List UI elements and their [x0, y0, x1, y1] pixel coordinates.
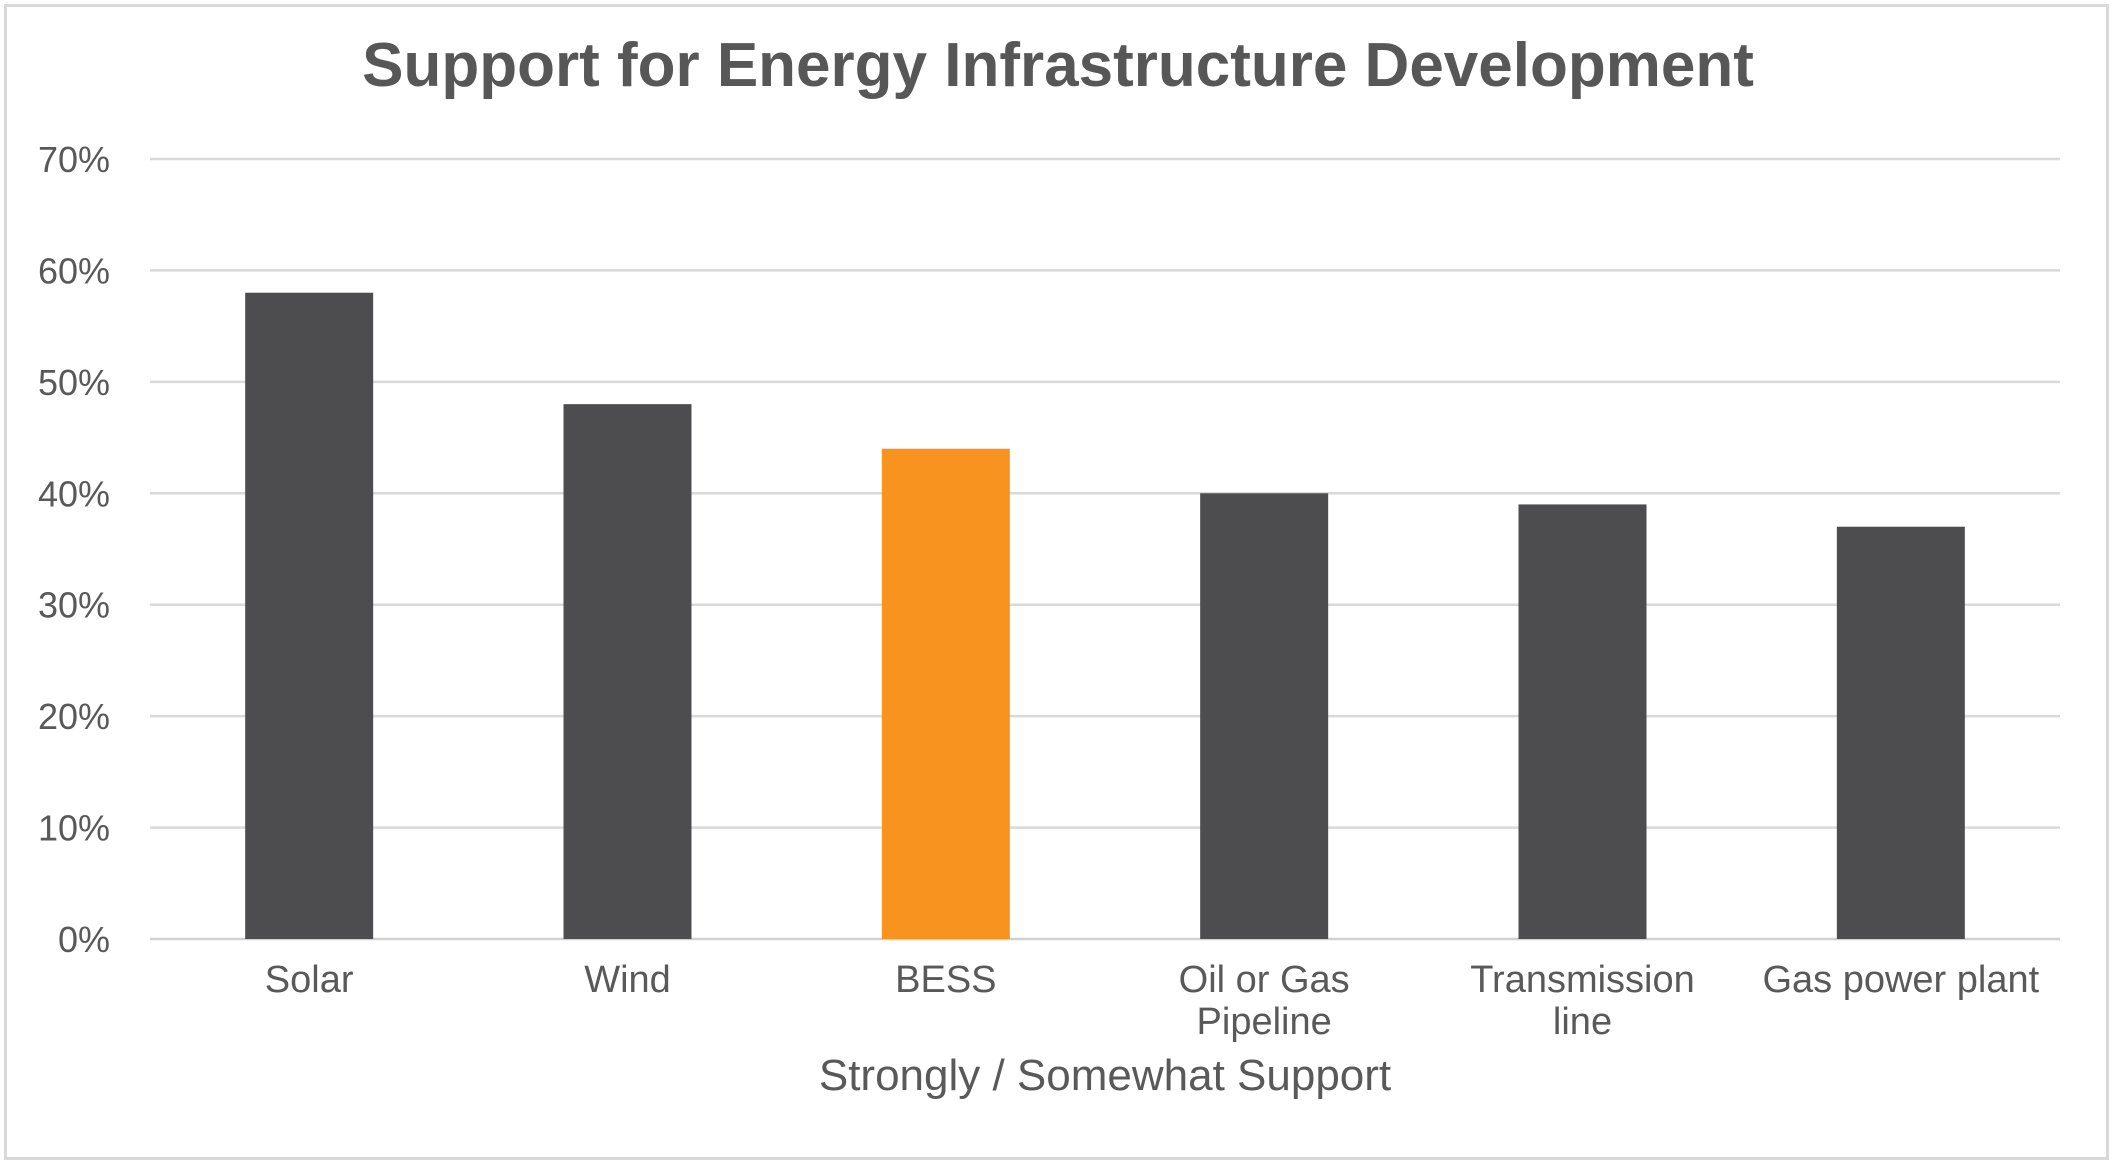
x-axis-title: Strongly / Somewhat Support: [819, 1051, 1391, 1100]
x-tick-label: BESS: [895, 959, 996, 1001]
x-tick-label-line: Wind: [584, 959, 671, 1001]
bars: [245, 292, 1965, 940]
x-tick-label-line: Transmission: [1470, 959, 1695, 1001]
y-tick-label: 40%: [38, 473, 110, 514]
x-tick-label: Transmission line: [1470, 959, 1695, 1043]
bar-gas-power-plant: [1836, 526, 1965, 939]
x-tick-label-line: Solar: [265, 959, 354, 1001]
y-tick-label: 50%: [38, 362, 110, 403]
x-tick-label-line: BESS: [895, 959, 996, 1001]
x-tick-label-line: Pipeline: [1197, 1001, 1332, 1043]
x-tick-label-line: line: [1553, 1001, 1612, 1043]
y-axis-ticks: 0% 10% 20% 30% 40% 50% 60% 70%: [38, 139, 110, 960]
gridlines: [150, 157, 2060, 941]
x-tick-label-line: Gas power plant: [1762, 959, 2039, 1001]
y-tick-label: 20%: [38, 696, 110, 737]
y-tick-label: 0%: [58, 919, 110, 960]
y-tick-label: 10%: [38, 808, 110, 849]
y-tick-label: 30%: [38, 585, 110, 626]
x-tick-label: Gas power plant: [1762, 959, 2039, 1001]
y-tick-label: 60%: [38, 250, 110, 291]
x-tick-label: Solar: [265, 959, 354, 1001]
bar-bess: [881, 448, 1010, 939]
y-tick-label: 70%: [38, 139, 110, 180]
x-tick-label: Wind: [584, 959, 671, 1001]
bar-transmission-line: [1518, 504, 1647, 939]
bar-wind: [563, 404, 692, 940]
chart-title: Support for Energy Infrastructure Develo…: [362, 31, 1754, 100]
x-tick-label-line: Oil or Gas: [1179, 959, 1350, 1001]
bar-oil-or-gas-pipeline: [1200, 493, 1329, 939]
x-tick-label: Oil or Gas Pipeline: [1179, 959, 1350, 1043]
x-axis-categories: Solar Wind BESS Oil or Gas Pipeline Transmiss…: [265, 959, 2040, 1043]
bar-solar: [245, 292, 374, 939]
